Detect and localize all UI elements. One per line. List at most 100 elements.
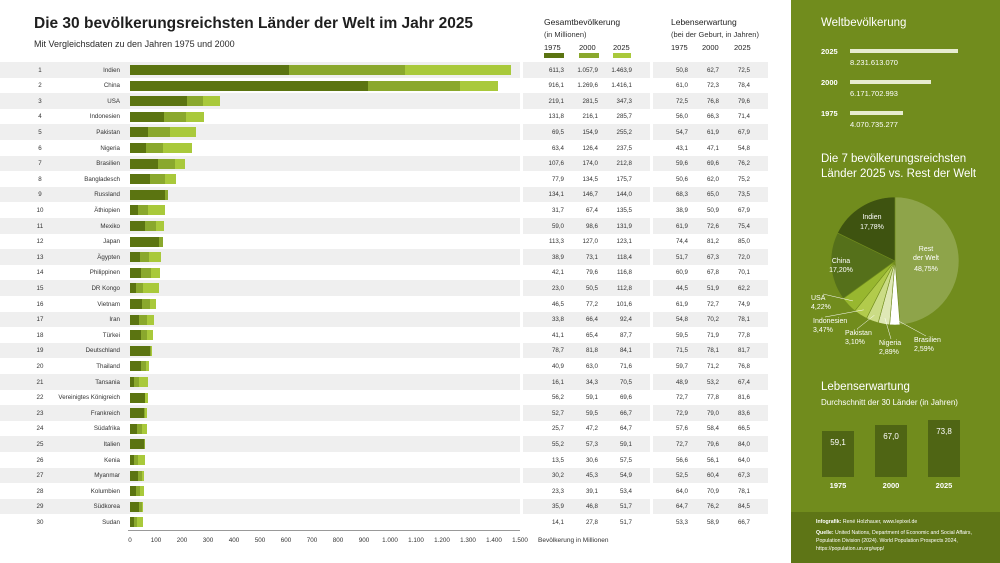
population-value: 79,6 (585, 269, 598, 277)
table-row: 5 Pakistan 69,5 154,9 255,2 54,7 61,9 67,9 (0, 124, 768, 140)
rank-label: 21 (36, 378, 44, 386)
pie-leader-line (894, 318, 927, 337)
pie-slice (837, 196, 896, 262)
table-row: 29 Südkorea 35,9 46,8 51,7 64,7 76,2 84,5 (0, 498, 768, 515)
rank-label: 15 (36, 284, 44, 292)
rank-label: 3 (38, 97, 42, 105)
life-expectancy-value: 77,8 (706, 394, 719, 402)
life-expectancy-value: 58,9 (706, 518, 719, 526)
table-row: 24 Südafrika 25,7 47,2 64,7 57,6 58,4 66,5 (0, 421, 768, 437)
bar-1975 (130, 314, 139, 325)
life-expectancy-value: 76,8 (737, 362, 750, 370)
population-value: 219,1 (548, 97, 564, 105)
source-line-2: Population Division (2024). World Popula… (816, 538, 958, 544)
life-expectancy-value: 50,8 (675, 66, 688, 74)
population-year-2025: 2025 (613, 43, 630, 52)
table-row: 28 Kolumbien 23,3 39,1 53,4 64,0 70,9 78,1 (0, 483, 768, 499)
bar-1975 (130, 65, 289, 75)
country-label: Thailand (96, 362, 120, 370)
bar-1975 (130, 345, 151, 356)
pie-chart: Rest der Welt 48,75% Indien 17,78% China 17,20… (811, 196, 960, 356)
population-value: 1.269,6 (577, 82, 598, 90)
x-tick-label: 500 (254, 537, 266, 544)
life-expectancy-value: 65,0 (706, 191, 719, 199)
x-tick-label: 100 (150, 537, 162, 544)
bar-1975 (130, 252, 141, 263)
life-expectancy-value: 61,9 (706, 128, 719, 136)
pie-leader-line (822, 293, 854, 302)
bar-1975 (130, 127, 149, 138)
x-tick-label: 400 (228, 537, 240, 544)
population-value: 84,1 (619, 347, 632, 355)
rank-label: 11 (36, 222, 44, 230)
life-expectancy-value: 54,8 (737, 144, 750, 152)
population-value: 53,4 (619, 487, 632, 495)
table-row: 6 Nigeria 63,4 126,4 237,5 43,1 47,1 54,8 (0, 140, 768, 156)
life-expectancy-value: 72,0 (737, 253, 750, 261)
life-expectancy-value: 50,6 (675, 175, 688, 183)
life-expectancy-value: 71,2 (706, 362, 719, 370)
life-bar-value: 59,1 (830, 438, 846, 448)
population-value: 59,1 (619, 440, 632, 448)
table-row: 23 Frankreich 52,7 59,5 66,7 72,9 79,0 83,6 (0, 405, 768, 421)
population-value: 78,7 (551, 347, 564, 355)
life-bar-value: 73,8 (936, 427, 952, 436)
rank-label: 1 (38, 66, 42, 74)
population-value: 123,1 (616, 238, 632, 246)
life-expectancy-value: 56,1 (706, 456, 719, 464)
population-value: 212,8 (616, 160, 632, 168)
population-value: 33,8 (551, 316, 564, 324)
life-expectancy-value: 78,1 (706, 347, 719, 355)
life-expectancy-value: 53,2 (706, 378, 719, 386)
life-expectancy-value: 76,8 (706, 97, 719, 105)
country-label: Vietnam (97, 300, 120, 308)
life-expectancy-value: 54,7 (675, 128, 688, 136)
life-expectancy-value: 50,9 (706, 206, 719, 214)
population-value: 47,2 (585, 425, 598, 433)
population-value: 30,2 (551, 472, 564, 480)
population-value: 116,8 (616, 269, 632, 277)
life-expectancy-value: 62,7 (706, 66, 719, 74)
x-tick-label: 1.500 (512, 537, 528, 544)
life-bar-year: 1975 (829, 481, 847, 490)
life-expectancy-value: 74,4 (675, 238, 688, 246)
bar-1975 (130, 96, 187, 107)
population-value: 144,0 (616, 191, 632, 199)
rank-label: 10 (36, 206, 44, 214)
population-value: 71,6 (619, 362, 632, 370)
population-year-2000: 2000 (579, 43, 596, 52)
pie-label-name: USA (811, 295, 826, 302)
rank-label: 17 (36, 316, 44, 324)
population-value: 216,1 (582, 113, 598, 121)
population-value: 23,3 (551, 487, 564, 495)
population-value: 25,7 (551, 425, 564, 433)
world-population-value: 8.231.613.070 (850, 58, 898, 67)
population-value: 41,1 (551, 331, 564, 339)
bar-1975 (130, 439, 145, 450)
life-expectancy-value: 79,6 (706, 440, 719, 448)
country-label: Deutschland (85, 347, 120, 355)
rank-label: 23 (36, 409, 44, 417)
table-row: 13 Ägypten 38,9 73,1 118,4 51,7 67,3 72,0 (0, 249, 768, 265)
population-value: 46,8 (585, 503, 598, 511)
life-expectancy-value: 67,3 (706, 253, 719, 261)
country-label: Ägypten (97, 253, 120, 261)
life-year-2000: 2000 (702, 43, 719, 52)
table-row: 11 Mexiko 59,0 98,6 131,9 61,9 72,6 75,4 (0, 218, 768, 234)
population-value: 135,5 (616, 206, 632, 214)
population-value: 46,5 (551, 300, 564, 308)
country-label: Türkei (102, 331, 120, 339)
bar-2000 (130, 127, 171, 138)
credit-line: Infografik: René Holzhauer, www.lepixel.… (816, 518, 917, 526)
population-value: 55,2 (551, 440, 564, 448)
life-expectancy-value: 67,3 (737, 472, 750, 480)
pie-label-value: 3,47% (813, 327, 833, 334)
pie-label-value: 48,75% (914, 266, 938, 273)
population-value: 77,2 (585, 300, 598, 308)
population-value: 285,7 (616, 113, 632, 121)
rank-label: 8 (38, 175, 42, 183)
population-value: 126,4 (582, 144, 598, 152)
country-label: Indien (103, 66, 120, 74)
bar-1975 (130, 408, 144, 419)
population-value: 916,1 (548, 82, 564, 90)
